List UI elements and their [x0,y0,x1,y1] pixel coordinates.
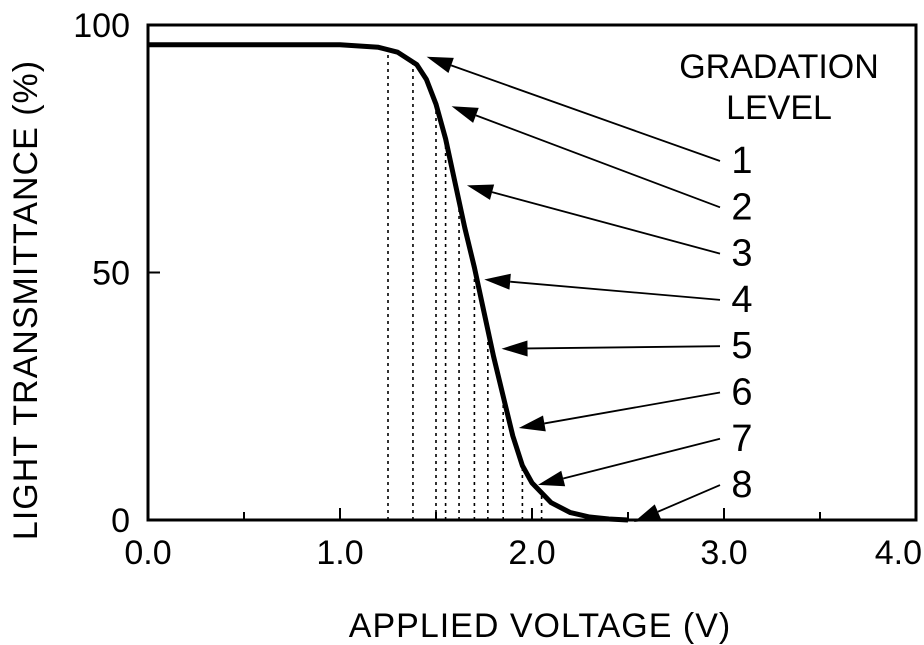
gradation-arrow-line [475,114,721,209]
legend-title-line-2: LEVEL [726,89,832,127]
gradation-arrows: 12 345 678 [426,56,753,522]
gradation-arrow-line [544,391,721,425]
gradation-arrow-line [562,437,721,480]
gradation-arrow-head [451,106,479,123]
gradation-level-label: 2 [731,186,752,228]
gradation-arrow-head [634,504,662,522]
gradation-level-label: 8 [731,464,752,506]
y-axis-label: LIGHT TRANSMITTANCE (%) [7,60,45,540]
gradation-arrow-line [491,191,721,255]
x-tick-label: 1.0 [316,534,363,572]
gradation-arrow-head [484,273,511,290]
transmittance-curve [148,42,629,523]
legend-title-line-1: GRADATION [679,48,879,86]
gradation-arrow-head [518,415,546,432]
gradation-level-label: 5 [731,325,752,367]
gradation-level-label: 1 [731,140,752,182]
axis-ticks: 0.0 1.0 2.0 3.0 4.0 0 50 100 [73,7,922,572]
gradation-arrow-line [527,345,721,350]
y-tick-label: 100 [73,7,130,45]
x-tick-label: 4.0 [875,534,922,572]
x-tick-label: 0.0 [124,534,171,572]
gradation-arrow-head [501,340,528,357]
gradation-arrow-line [510,280,721,301]
gradation-arrow-head [426,56,454,73]
x-axis-label: APPLIED VOLTAGE (V) [349,607,731,645]
x-tick-label: 2.0 [508,534,555,572]
gradation-arrow-head [466,184,495,200]
dashed-guide-lines [387,49,543,520]
gradation-level-label: 6 [731,372,752,414]
y-tick-label: 50 [92,255,130,293]
y-tick-label: 0 [111,502,130,540]
gradation-level-label: 3 [731,233,752,275]
gradation-arrow-line [450,64,721,162]
gradation-arrow-head [538,470,566,487]
gradation-level-label: 4 [731,279,752,321]
x-tick-label: 3.0 [700,534,747,572]
gradation-level-label: 7 [731,418,752,460]
gradation-arrow-line [657,484,721,513]
